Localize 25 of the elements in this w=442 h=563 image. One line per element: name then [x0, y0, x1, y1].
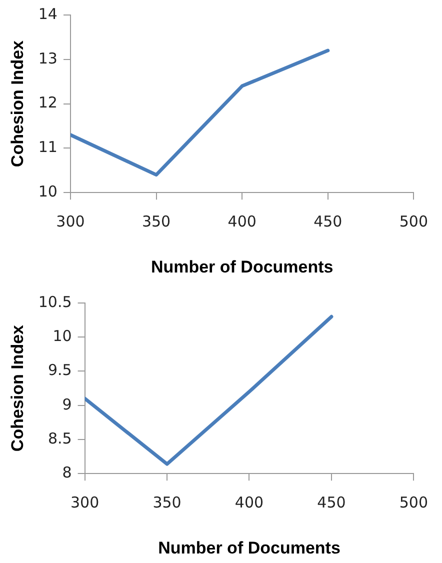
x-tick-label: 500 — [399, 212, 428, 230]
x-tick-label: 450 — [317, 493, 346, 512]
x-tick-label: 300 — [56, 212, 85, 230]
x-tick-label: 500 — [399, 493, 428, 512]
y-axis-title: Cohesion Index — [8, 324, 27, 452]
y-tick-label: 12 — [38, 94, 58, 112]
x-axis-title: Number of Documents — [150, 257, 334, 276]
x-tick-label: 350 — [142, 212, 171, 230]
y-tick-label: 13 — [38, 49, 58, 68]
x-tick-label: 400 — [234, 493, 264, 512]
x-axis-title: Number of Documents — [158, 538, 340, 558]
y-tick-label: 9 — [62, 395, 72, 414]
y-tick-label: 14 — [38, 4, 58, 23]
y-tick-label: 8.5 — [48, 429, 72, 448]
y-tick-label: 10.5 — [38, 292, 72, 311]
y-axis-title: Cohesion Index — [8, 40, 27, 168]
x-tick-label: 350 — [152, 493, 182, 512]
x-tick-label: 400 — [228, 212, 256, 230]
y-tick-label: 10 — [52, 327, 72, 346]
y-tick-label: 9.5 — [48, 361, 72, 380]
y-tick-label: 8 — [62, 463, 72, 482]
y-tick-label: 10 — [38, 182, 58, 200]
x-tick-label: 300 — [70, 493, 100, 512]
x-tick-label: 450 — [314, 212, 342, 230]
y-tick-label: 11 — [38, 138, 58, 156]
